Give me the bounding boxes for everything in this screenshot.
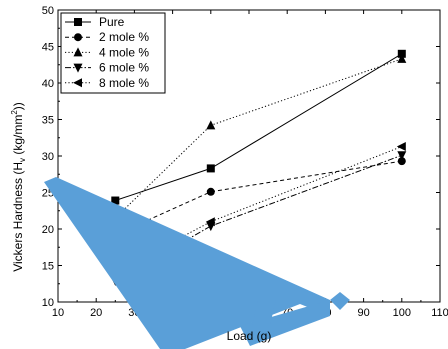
legend-marker	[73, 63, 83, 73]
y-axis-title-unit: (kg/mm	[11, 115, 25, 158]
legend-entry: 2 mole %	[65, 30, 149, 44]
legend-marker	[73, 47, 83, 57]
series-line	[115, 146, 402, 273]
y-tick-label: 45	[42, 42, 54, 54]
data-point	[111, 196, 120, 205]
y-tick-label: 40	[42, 78, 54, 90]
y-tick-label: 30	[42, 151, 54, 163]
x-tick-label: 100	[393, 307, 411, 319]
legend-entry: 8 mole %	[65, 76, 149, 90]
y-axis-title-subscript: v	[18, 158, 27, 162]
x-tick-label: 90	[357, 307, 369, 319]
overlay-shape-lower	[240, 300, 330, 346]
y-axis-title-main: Vickers Hardness (H	[11, 162, 25, 272]
x-axis-title: Load (g)	[227, 329, 272, 343]
y-axis-title: Vickers Hardness (Hv (kg/mm2))	[10, 102, 27, 272]
legend-entry: 6 mole %	[65, 61, 149, 75]
x-tick-label: 20	[90, 307, 102, 319]
y-tick-label: 50	[42, 5, 54, 17]
legend-label: 8 mole %	[99, 76, 149, 90]
data-point	[206, 164, 215, 173]
data-point	[397, 53, 407, 63]
legend-entry: 4 mole %	[65, 45, 149, 59]
y-tick-label: 20	[42, 224, 54, 236]
data-point	[396, 142, 406, 152]
y-tick-label: 35	[42, 115, 54, 127]
overlay-annotation	[44, 177, 350, 349]
legend-label: Pure	[99, 15, 125, 29]
series-1	[111, 49, 406, 205]
overlay-shape-tip	[330, 292, 350, 310]
y-tick-label: 10	[42, 297, 54, 309]
data-point	[397, 157, 406, 166]
y-axis-title-superscript: 2	[10, 110, 19, 115]
data-point	[397, 151, 407, 161]
legend-entry: Pure	[65, 15, 125, 29]
y-tick-label: 15	[42, 261, 54, 273]
x-tick-label: 10	[52, 307, 64, 319]
legend-label: 2 mole %	[99, 30, 149, 44]
legend-marker	[73, 78, 82, 88]
legend-label: 4 mole %	[99, 45, 149, 59]
data-point	[206, 120, 216, 130]
data-point	[397, 49, 406, 58]
legend-marker	[74, 33, 82, 42]
data-point	[205, 217, 215, 227]
data-point	[206, 187, 215, 196]
overlay-shape-stub	[252, 300, 276, 325]
x-tick-label: 110	[431, 307, 448, 319]
legend-label: 6 mole %	[99, 61, 149, 75]
y-axis-title-close: ))	[11, 102, 25, 110]
legend-marker	[74, 18, 82, 26]
